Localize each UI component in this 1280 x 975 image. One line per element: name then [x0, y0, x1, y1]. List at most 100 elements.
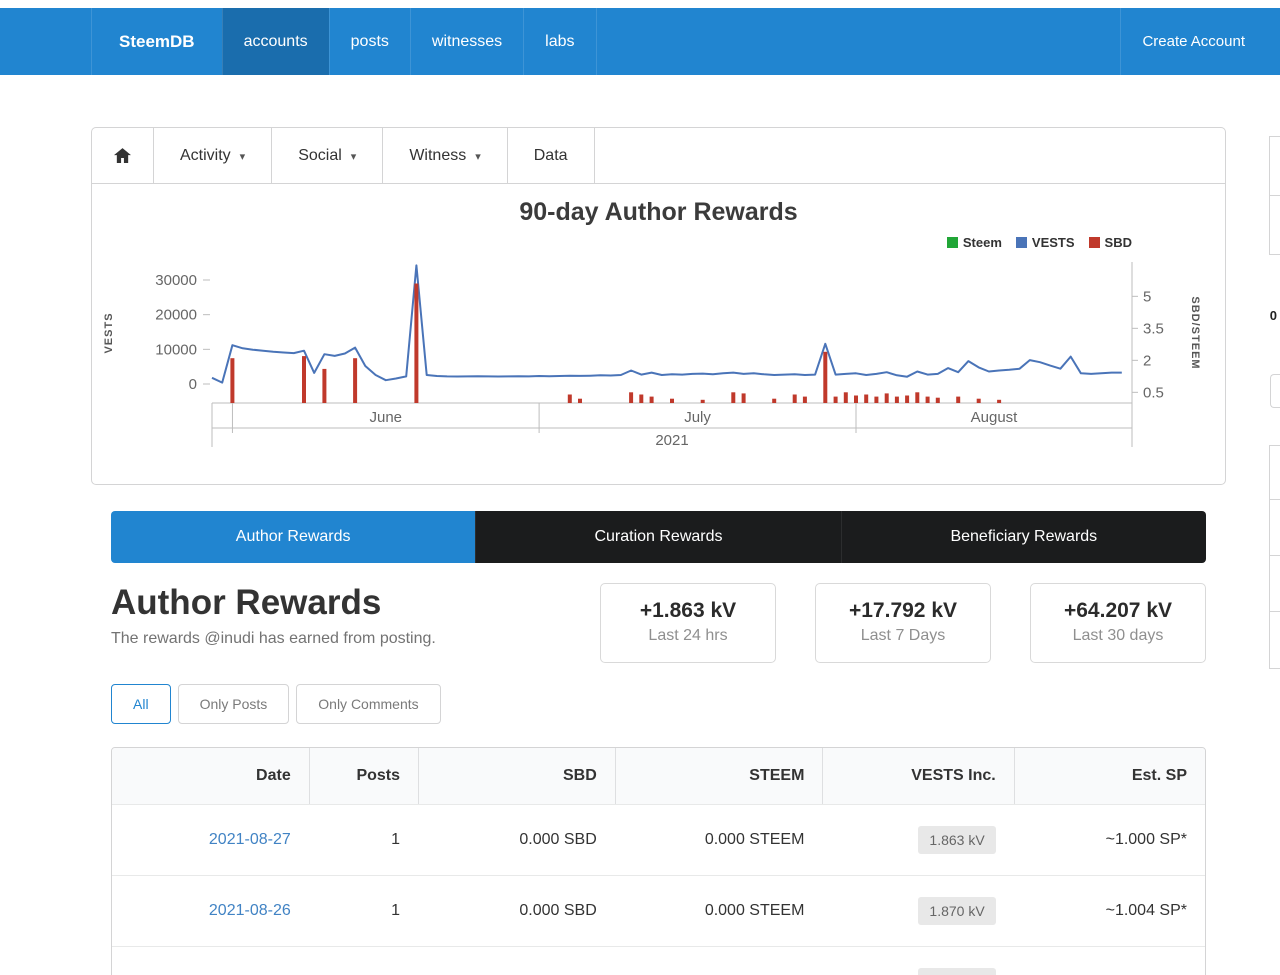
svg-text:SBD/STEEM: SBD/STEEM [1189, 296, 1201, 369]
header-sbd: SBD [418, 748, 615, 804]
menu-item-witness[interactable]: Witness ▾ [383, 128, 508, 183]
table-row: 2021-08-24 1 0.000 SBD 0.000 STEEM 1.865… [112, 946, 1205, 975]
stat-value: +64.207 kV [1063, 599, 1172, 622]
top-navigation-inner: SteemDB accounts posts witnesses labs Cr… [0, 8, 1280, 75]
tab-curation-rewards[interactable]: Curation Rewards [475, 511, 841, 563]
cell-date: 2021-08-27 [112, 804, 309, 875]
menu-item-label: Witness [409, 146, 467, 164]
legend-label: SBD [1104, 234, 1132, 250]
clipped-divider [1270, 611, 1280, 612]
legend-item-sbd[interactable]: SBD [1088, 234, 1132, 250]
cell-sbd: 0.000 SBD [418, 804, 615, 875]
clipped-divider [1270, 555, 1280, 556]
cell-posts: 1 [308, 946, 419, 975]
steemdb-logo[interactable]: SteemDB [91, 8, 222, 75]
svg-text:20000: 20000 [155, 307, 197, 324]
clipped-badge: 0 [1269, 308, 1277, 323]
account-chart-card: Activity ▾ Social ▾ Witness ▾ Data 90-da… [91, 127, 1226, 485]
nav-tab-witnesses[interactable]: witnesses [409, 8, 523, 75]
menu-item-label: Activity [180, 146, 231, 164]
header-steem: STEEM [614, 748, 823, 804]
cell-est-sp: ~1.001 SP* [1013, 946, 1205, 975]
vests-badge: 1.863 kV [918, 826, 996, 854]
svg-text:3.5: 3.5 [1143, 320, 1164, 337]
stat-card-7d: +17.792 kV Last 7 Days [815, 583, 991, 663]
main-container: Activity ▾ Social ▾ Witness ▾ Data 90-da… [91, 127, 1226, 975]
stat-value: +1.863 kV [639, 599, 737, 622]
svg-text:30000: 30000 [155, 272, 197, 289]
header-est-sp: Est. SP [1013, 748, 1205, 804]
page-title: Author Rewards [111, 583, 382, 622]
rewards-tabs: Author Rewards Curation Rewards Benefici… [111, 511, 1206, 563]
cell-date: 2021-08-24 [112, 946, 309, 975]
stat-card-24h: +1.863 kV Last 24 hrs [600, 583, 776, 663]
rewards-chart: 30000 20000 10000 0 5 3.5 2 0.5 June July August 20… [103, 262, 1201, 449]
legend-label: VESTS [1031, 234, 1075, 250]
cell-posts: 1 [308, 804, 419, 875]
date-link[interactable]: 2021-08-27 [208, 831, 291, 848]
date-link[interactable]: 2021-08-24 [209, 973, 291, 975]
menu-item-data[interactable]: Data [508, 128, 595, 183]
top-navigation: SteemDB accounts posts witnesses labs Cr… [0, 8, 1280, 75]
cell-steem: 0.000 STEEM [614, 875, 823, 946]
stat-label: Last 30 days [1072, 627, 1164, 644]
table-row: 2021-08-27 1 0.000 SBD 0.000 STEEM 1.863… [112, 804, 1205, 875]
nav-tab-posts[interactable]: posts [328, 8, 410, 75]
stat-cards: +1.863 kV Last 24 hrs +17.792 kV Last 7 … [600, 583, 1206, 663]
cell-vests: 1.863 kV [822, 804, 1014, 875]
svg-text:July: July [684, 409, 711, 426]
create-account-button[interactable]: Create Account [1120, 8, 1266, 75]
svg-text:August: August [971, 409, 1019, 426]
legend-item-vests[interactable]: VESTS [1015, 234, 1075, 250]
menu-item-social[interactable]: Social ▾ [272, 128, 384, 183]
stat-label: Last 7 Days [860, 627, 946, 644]
cell-steem: 0.000 STEEM [614, 804, 823, 875]
rewards-table: Date Posts SBD STEEM VESTS Inc. Est. SP … [111, 747, 1206, 975]
filter-buttons: All Only Posts Only Comments [111, 684, 1206, 724]
chart-area: 30000 20000 10000 0 5 3.5 2 0.5 June July August 20… [92, 256, 1225, 458]
date-link[interactable]: 2021-08-26 [208, 902, 291, 919]
vests-color-swatch [1015, 236, 1027, 248]
filter-all-button[interactable]: All [111, 684, 171, 724]
home-icon [114, 148, 131, 163]
menu-item-activity[interactable]: Activity ▾ [154, 128, 273, 183]
chevron-down-icon: ▾ [350, 151, 357, 163]
chevron-down-icon: ▾ [475, 151, 481, 163]
rewards-content: Author Rewards Curation Rewards Benefici… [91, 511, 1226, 975]
cell-sbd: 0.000 SBD [418, 946, 615, 975]
stat-card-30d: +64.207 kV Last 30 days [1030, 583, 1206, 663]
table-header-row: Date Posts SBD STEEM VESTS Inc. Est. SP [112, 748, 1205, 804]
header-vests-inc: VESTS Inc. [822, 748, 1014, 804]
svg-text:0.5: 0.5 [1143, 384, 1164, 401]
vests-badge: 1.865 kV [918, 968, 996, 975]
tab-author-rewards[interactable]: Author Rewards [111, 511, 476, 563]
steem-color-swatch [946, 236, 958, 248]
cell-est-sp: ~1.000 SP* [1013, 804, 1205, 875]
stat-value: +17.792 kV [848, 599, 957, 622]
svg-text:10000: 10000 [155, 341, 197, 358]
svg-text:0: 0 [189, 376, 197, 393]
clipped-right-panel [1269, 136, 1280, 255]
cell-est-sp: ~1.004 SP* [1013, 875, 1205, 946]
menu-item-label: Data [533, 146, 568, 164]
legend-item-steem[interactable]: Steem [946, 234, 1002, 250]
svg-text:5: 5 [1143, 288, 1151, 305]
nav-tab-labs[interactable]: labs [523, 8, 597, 75]
home-menu-item[interactable] [92, 128, 154, 183]
nav-tab-accounts[interactable]: accounts [221, 8, 329, 75]
account-section-menu: Activity ▾ Social ▾ Witness ▾ Data [92, 128, 1225, 184]
section-heading-block: Author Rewards The rewards @inudi has ea… [111, 583, 436, 648]
page-subtitle: The rewards @inudi has earned from posti… [111, 630, 436, 647]
tab-beneficiary-rewards[interactable]: Beneficiary Rewards [840, 511, 1206, 563]
section-head: Author Rewards The rewards @inudi has ea… [111, 583, 1206, 663]
clipped-divider [1270, 195, 1280, 196]
vests-badge: 1.870 kV [918, 897, 996, 925]
table-row: 2021-08-26 1 0.000 SBD 0.000 STEEM 1.870… [112, 875, 1205, 946]
legend-label: Steem [962, 234, 1002, 250]
cell-vests: 1.865 kV [822, 946, 1014, 975]
cell-vests: 1.870 kV [822, 875, 1014, 946]
filter-only-posts-button[interactable]: Only Posts [177, 684, 290, 724]
filter-only-comments-button[interactable]: Only Comments [296, 684, 441, 724]
svg-text:June: June [370, 409, 403, 426]
cell-date: 2021-08-26 [112, 875, 309, 946]
